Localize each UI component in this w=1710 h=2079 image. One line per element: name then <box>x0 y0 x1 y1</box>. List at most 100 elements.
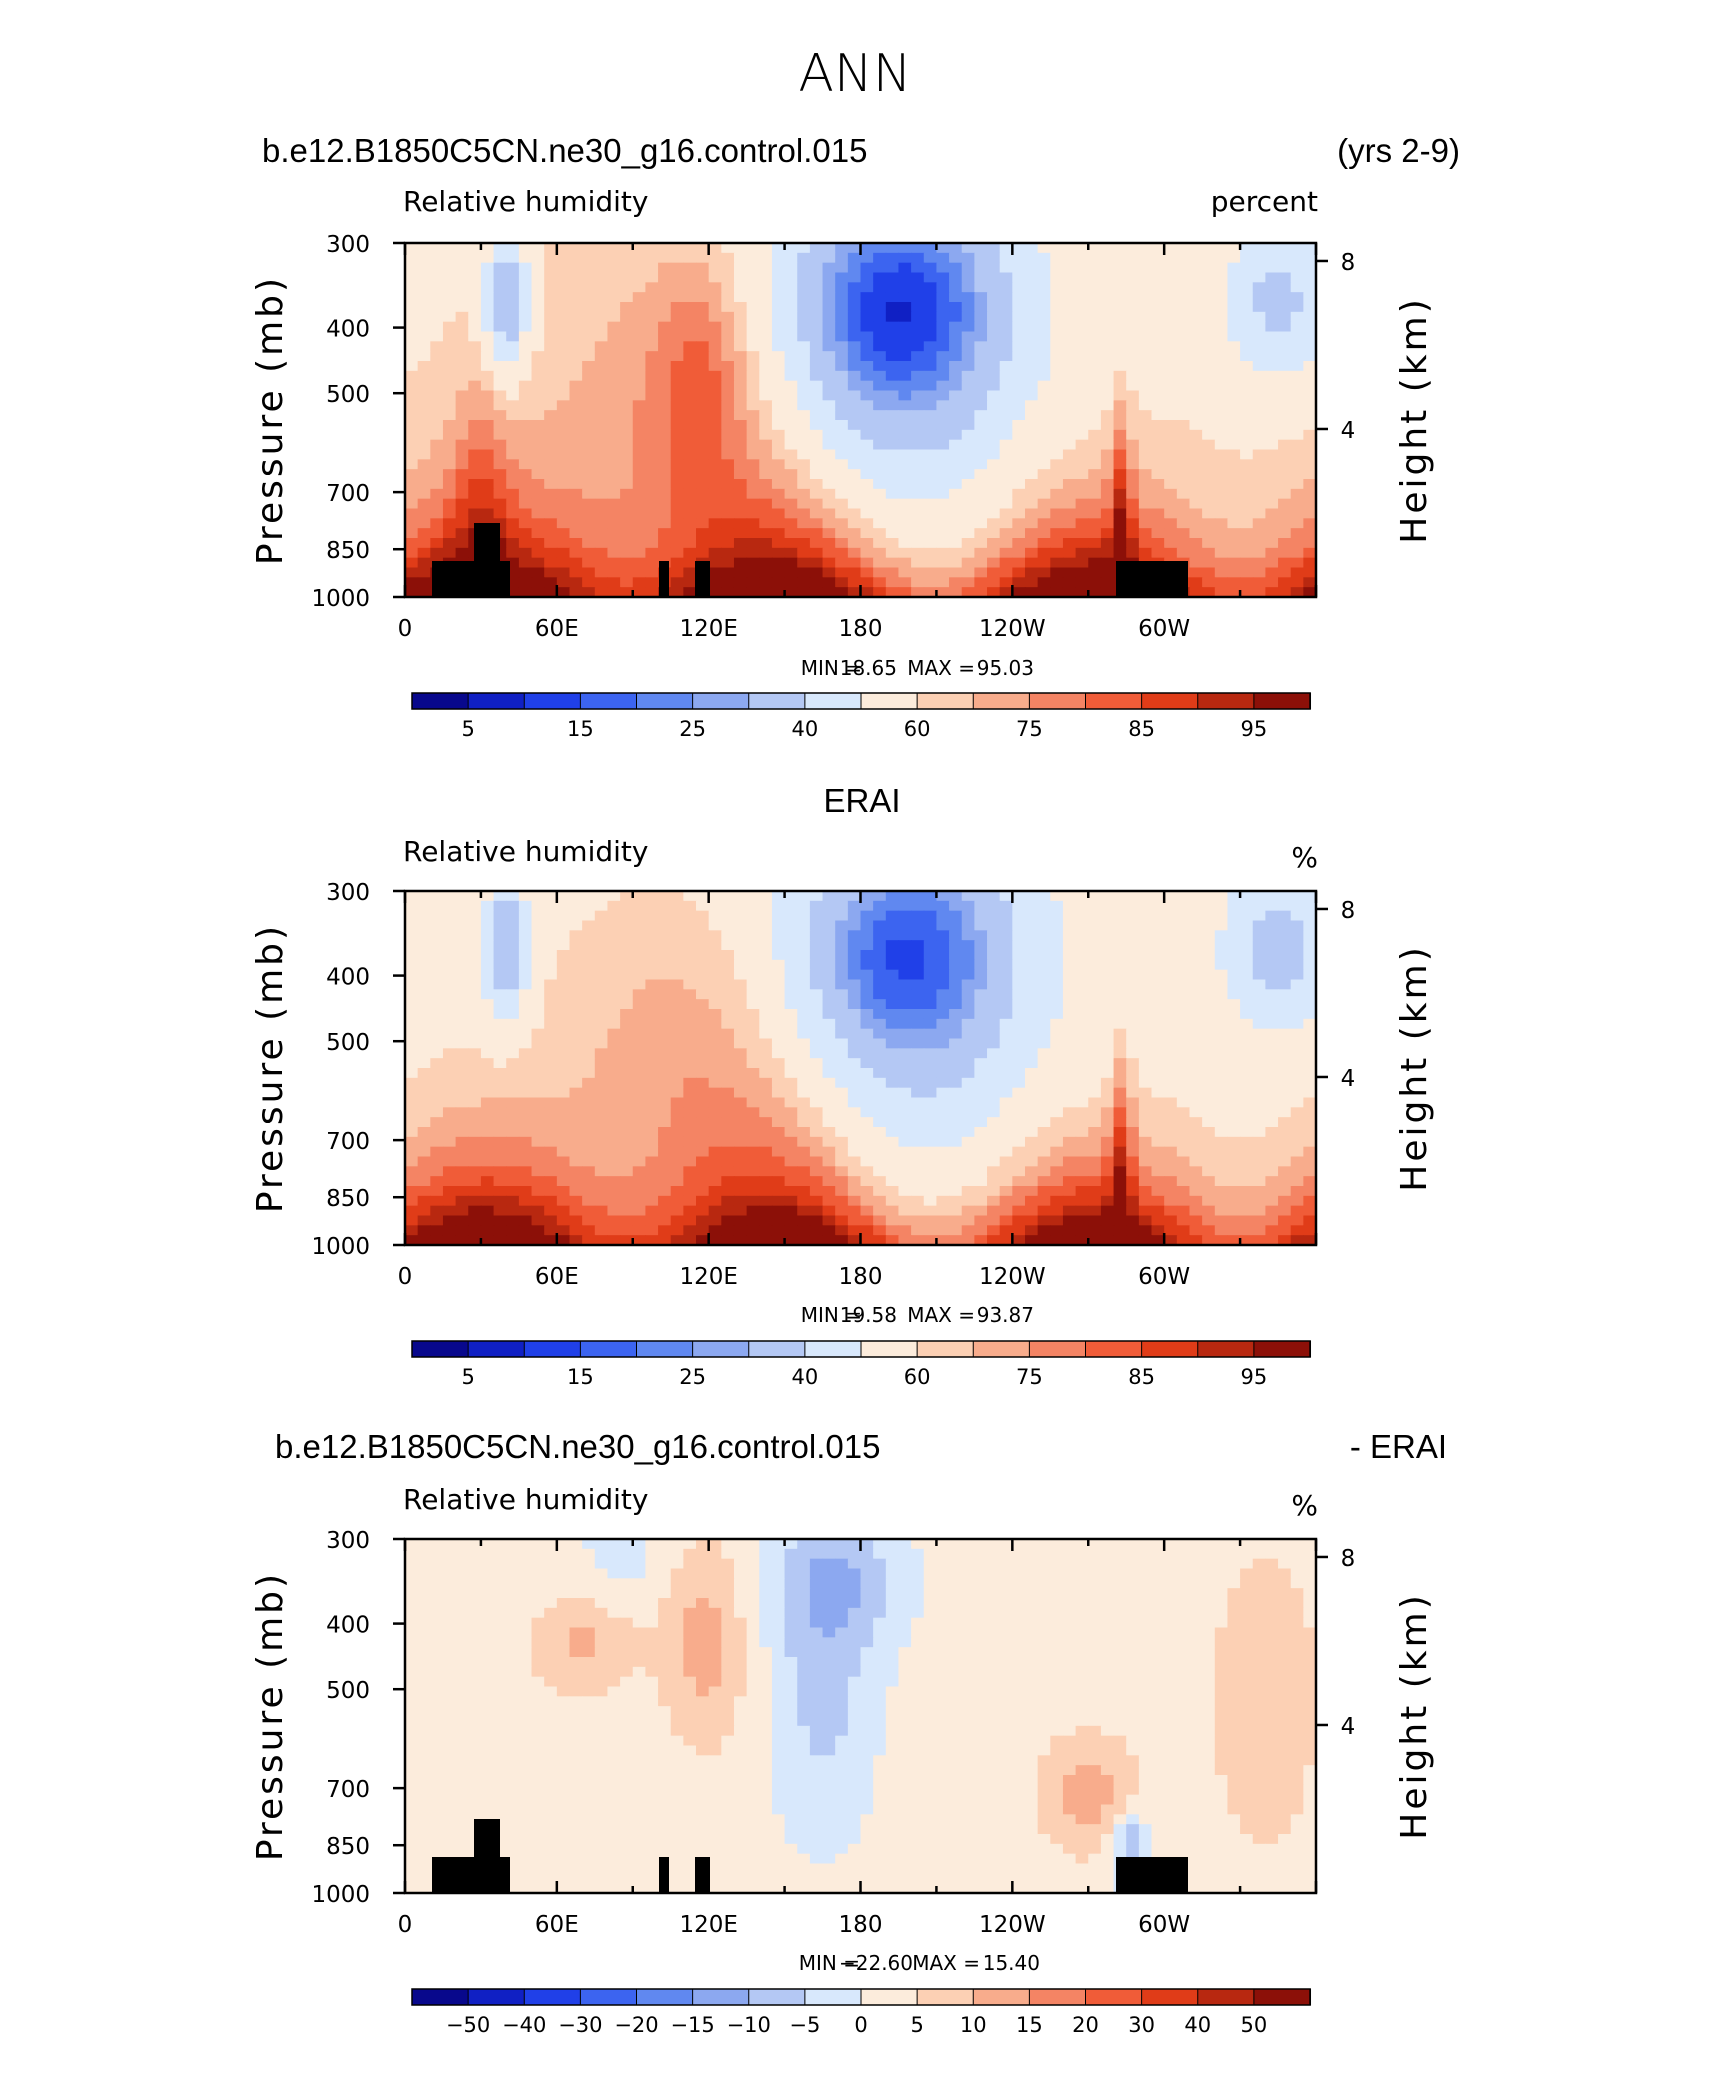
contour-cell <box>1050 921 1063 931</box>
contour-cell <box>898 940 911 950</box>
contour-cell <box>1265 921 1278 931</box>
contour-cell <box>607 999 620 1009</box>
contour-cell <box>949 940 962 950</box>
contour-cell <box>734 381 747 391</box>
contour-cell <box>519 273 532 283</box>
contour-cell <box>405 921 418 931</box>
contour-cell <box>1253 1078 1266 1088</box>
contour-cell <box>418 410 431 420</box>
contour-cell <box>1278 1107 1291 1117</box>
contour-cell <box>481 273 494 283</box>
contour-cell <box>1278 282 1291 292</box>
contour-cell <box>519 577 532 587</box>
contour-cell <box>797 518 810 528</box>
contour-cell <box>1114 1107 1127 1117</box>
contour-cell <box>1025 450 1038 460</box>
contour-cell <box>949 1088 962 1098</box>
contour-cell <box>924 450 937 460</box>
contour-cell <box>1253 989 1266 999</box>
contour-cell <box>1278 450 1291 460</box>
contour-cell <box>1227 479 1240 489</box>
contour-cell <box>1215 999 1228 1009</box>
contour-cell <box>633 921 646 931</box>
contour-cell <box>633 1029 646 1039</box>
contour-cell <box>557 450 570 460</box>
contour-cell <box>633 430 646 440</box>
contour-cell <box>949 450 962 460</box>
contour-cell <box>607 1147 620 1157</box>
contour-cell <box>557 980 570 990</box>
contour-cell <box>898 1068 911 1078</box>
contour-cell <box>430 1098 443 1108</box>
contour-cell <box>671 1176 684 1186</box>
contour-cell <box>1215 312 1228 322</box>
contour-cell <box>1240 891 1253 901</box>
contour-cell <box>721 1088 734 1098</box>
contour-cell <box>924 1019 937 1029</box>
contour-cell <box>747 1107 760 1117</box>
contour-cell <box>1126 1117 1139 1127</box>
contour-cell <box>658 1039 671 1049</box>
contour-cell <box>974 322 987 332</box>
contour-cell <box>1038 410 1051 420</box>
contour-cell <box>430 459 443 469</box>
contour-cell <box>924 381 937 391</box>
contour-cell <box>721 509 734 519</box>
contour-cell <box>1101 341 1114 351</box>
contour-cell <box>519 430 532 440</box>
contour-cell <box>481 282 494 292</box>
contour-cell <box>481 430 494 440</box>
contour-cell <box>949 930 962 940</box>
contour-cell <box>456 440 469 450</box>
contour-cell <box>797 1078 810 1088</box>
contour-cell <box>607 351 620 361</box>
contour-cell <box>721 1166 734 1176</box>
contour-cell <box>1076 1019 1089 1029</box>
contour-cell <box>418 1009 431 1019</box>
contour-cell <box>709 253 722 263</box>
contour-cell <box>557 322 570 332</box>
contour-cell <box>468 1196 481 1206</box>
contour-cell <box>898 489 911 499</box>
contour-cell <box>772 361 785 371</box>
contour-cell <box>1189 1009 1202 1019</box>
contour-cell <box>823 1117 836 1127</box>
contour-cell <box>582 459 595 469</box>
contour-cell <box>1012 1068 1025 1078</box>
contour-cell <box>709 1166 722 1176</box>
contour-cell <box>481 371 494 381</box>
contour-cell <box>595 1176 608 1186</box>
contour-cell <box>785 420 798 430</box>
contour-cell <box>1076 1176 1089 1186</box>
contour-cell <box>494 459 507 469</box>
contour-cell <box>557 351 570 361</box>
contour-cell <box>1265 1098 1278 1108</box>
contour-cell <box>747 999 760 1009</box>
contour-cell <box>1291 440 1304 450</box>
contour-cell <box>519 528 532 538</box>
contour-cell <box>974 1186 987 1196</box>
contour-cell <box>645 950 658 960</box>
contour-cell <box>683 479 696 489</box>
contour-cell <box>1000 400 1013 410</box>
contour-cell <box>759 410 772 420</box>
contour-cell <box>1000 1137 1013 1147</box>
contour-cell <box>987 302 1000 312</box>
contour-cell <box>1303 1137 1316 1147</box>
contour-cell <box>1088 1029 1101 1039</box>
contour-cell <box>557 263 570 273</box>
contour-cell <box>1050 1068 1063 1078</box>
contour-cell <box>430 1009 443 1019</box>
contour-cell <box>1126 1068 1139 1078</box>
contour-cell <box>430 891 443 901</box>
contour-cell <box>1177 450 1190 460</box>
contour-cell <box>658 930 671 940</box>
contour-cell <box>1265 263 1278 273</box>
contour-cell <box>430 430 443 440</box>
contour-cell <box>810 1019 823 1029</box>
contour-cell <box>582 243 595 253</box>
contour-cell <box>582 1058 595 1068</box>
contour-cell <box>721 361 734 371</box>
contour-cell <box>861 970 874 980</box>
contour-cell <box>430 400 443 410</box>
